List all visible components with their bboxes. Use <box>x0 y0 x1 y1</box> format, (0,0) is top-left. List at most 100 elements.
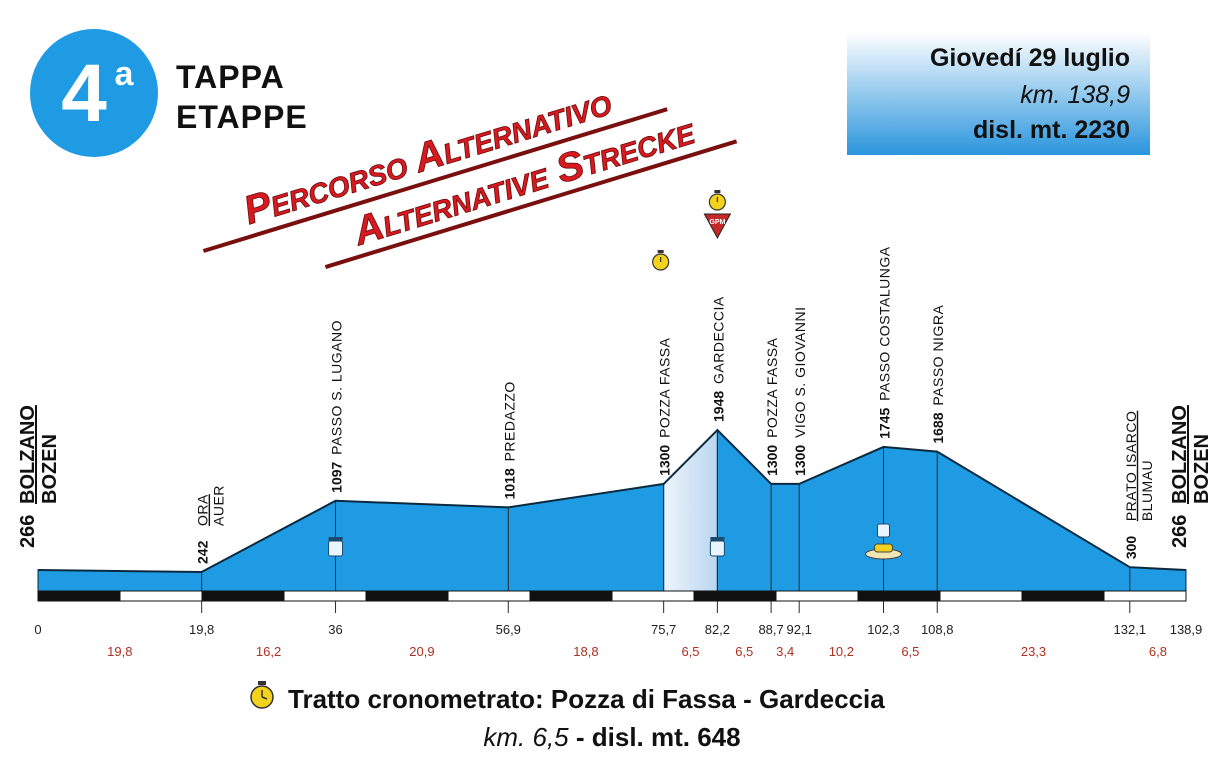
car-roof <box>874 543 894 553</box>
segment-length-label: 19,8 <box>107 644 132 659</box>
stage-number-superscript: a <box>115 55 135 93</box>
location-altitude: 1688 <box>930 412 946 443</box>
location-altitude: 1097 <box>329 461 345 492</box>
segment-length-label: 10,2 <box>829 644 854 659</box>
segment-length-label: 6,5 <box>735 644 753 659</box>
stage-label-etappe: ETAPPE <box>176 99 308 135</box>
endpoint-label-start: 266 BOLZANO BOZEN <box>17 405 61 548</box>
segment-length-label: 6,5 <box>681 644 699 659</box>
km-tick-label: 36 <box>328 622 342 637</box>
location-name: POZZA FASSA <box>657 337 673 438</box>
km-tick-label: 75,7 <box>651 622 676 637</box>
distance-bar-block <box>1021 590 1105 602</box>
legend-subtitle: km. 6,5 - disl. mt. 648 <box>483 722 740 752</box>
location-label-1: 242 ORA AUER <box>195 485 227 564</box>
location-name: PASSO COSTALUNGA <box>877 246 893 401</box>
location-altitude: 1300 <box>657 445 673 476</box>
location-name: PASSO S. LUGANO <box>329 320 345 455</box>
parking-icon <box>865 523 903 560</box>
distance-bar-block <box>119 590 203 602</box>
distance-bar-block <box>447 590 531 602</box>
gpm-triangle <box>703 213 732 240</box>
feed-zone-box <box>709 540 725 557</box>
location-name-de: BLUMAU <box>1139 460 1155 521</box>
location-label-10: 300 PRATO ISARCO BLUMAU <box>1123 411 1155 560</box>
km-tick-label: 88,7 <box>758 622 783 637</box>
stage-label-tappa: TAPPA <box>176 59 285 95</box>
distance-bar-block <box>693 590 777 602</box>
gpm-icon-label: GPM <box>709 219 725 226</box>
distance-bar-block <box>775 590 859 602</box>
profile-line <box>37 428 1187 574</box>
info-date: Giovedí 29 luglio <box>930 44 1130 72</box>
stopwatch-icon <box>250 681 274 709</box>
segment-length-label: 6,5 <box>901 644 919 659</box>
km-tick-label: 19,8 <box>189 622 214 637</box>
km-tick-label: 0 <box>34 622 41 637</box>
location-label-8: 1745 PASSO COSTALUNGA <box>877 246 893 439</box>
feed-zone-top <box>710 537 725 541</box>
endpoint-name-de: BOZEN <box>39 434 61 504</box>
endpoint-label-finish: 266 BOLZANO BOZEN <box>1169 405 1213 548</box>
location-label-6: 1300 POZZA FASSA <box>764 337 780 476</box>
feed-zone-box <box>328 540 344 557</box>
endpoint-name: BOLZANO <box>1169 405 1191 504</box>
segment-length-label: 6,8 <box>1149 644 1167 659</box>
location-name: ORA <box>195 494 211 526</box>
segment-length-label: 23,3 <box>1021 644 1046 659</box>
distance-axis: 0 19,8 36 56,9 75,7 82,2 88,7 92,1 102,3 108,8 132… <box>34 590 1203 659</box>
location-name: PASSO NIGRA <box>930 305 946 406</box>
segment-length-label: 18,8 <box>573 644 598 659</box>
profile-markers: GPM <box>328 190 903 560</box>
gpm-icon: GPM <box>703 213 732 240</box>
location-name: GARDECCIA <box>710 296 726 384</box>
km-tick-label: 82,2 <box>705 622 730 637</box>
stopwatch-crown <box>714 190 721 193</box>
legend-km: km. 6,5 <box>483 722 569 752</box>
location-name-de: AUER <box>211 485 227 526</box>
legend-separator: - <box>569 722 592 752</box>
endpoint-altitude: 266 <box>17 515 39 548</box>
distance-bar-block <box>939 590 1023 602</box>
stage-logo: 4 a TAPPA ETAPPE <box>30 29 308 157</box>
distance-bar-block <box>201 590 285 602</box>
endpoint-name: BOLZANO <box>17 405 39 504</box>
timed-section-legend: Tratto cronometrato: Pozza di Fassa - Ga… <box>250 681 885 752</box>
feed-zone-icon <box>709 537 725 557</box>
location-label-5: 1948 GARDECCIA <box>710 296 726 422</box>
distance-bar-block <box>1103 590 1187 602</box>
banner-underline-2 <box>324 139 738 269</box>
km-tick-label: 92,1 <box>787 622 812 637</box>
legend-title: Tratto cronometrato: Pozza di Fassa - Ga… <box>288 684 885 714</box>
location-altitude: 1300 <box>764 445 780 476</box>
location-label-2: 1097 PASSO S. LUGANO <box>329 320 345 493</box>
location-altitude: 1018 <box>501 468 517 499</box>
distance-bar-block <box>529 590 613 602</box>
km-tick-label: 108,8 <box>921 622 954 637</box>
km-tick-label: 102,3 <box>867 622 900 637</box>
location-altitude: 1948 <box>710 391 726 422</box>
info-climb: disl. mt. 2230 <box>973 116 1130 144</box>
km-tick-label: 56,9 <box>496 622 521 637</box>
location-label-7: 1300 VIGO S. GIOVANNI <box>792 306 808 475</box>
distance-bar-block <box>611 590 695 602</box>
segment-length-label: 3,4 <box>776 644 794 659</box>
legend-disl: disl. mt. 648 <box>592 722 741 752</box>
segment-length-label: 20,9 <box>409 644 434 659</box>
info-distance: km. 138,9 <box>1020 81 1130 109</box>
km-tick-label: 132,1 <box>1114 622 1147 637</box>
location-label-9: 1688 PASSO NIGRA <box>930 305 946 444</box>
km-tick-label: 138,9 <box>1170 622 1203 637</box>
feed-zone-top <box>328 537 343 541</box>
location-name: VIGO S. GIOVANNI <box>792 306 808 437</box>
parking-box <box>877 523 891 538</box>
distance-bar-block <box>365 590 449 602</box>
distance-bar-block <box>37 590 121 602</box>
location-altitude: 1300 <box>792 445 808 476</box>
stopwatch-crown <box>657 250 664 253</box>
location-label-4: 1300 POZZA FASSA <box>657 337 673 476</box>
distance-bar-block <box>857 590 941 602</box>
endpoint-altitude: 266 <box>1169 515 1191 548</box>
